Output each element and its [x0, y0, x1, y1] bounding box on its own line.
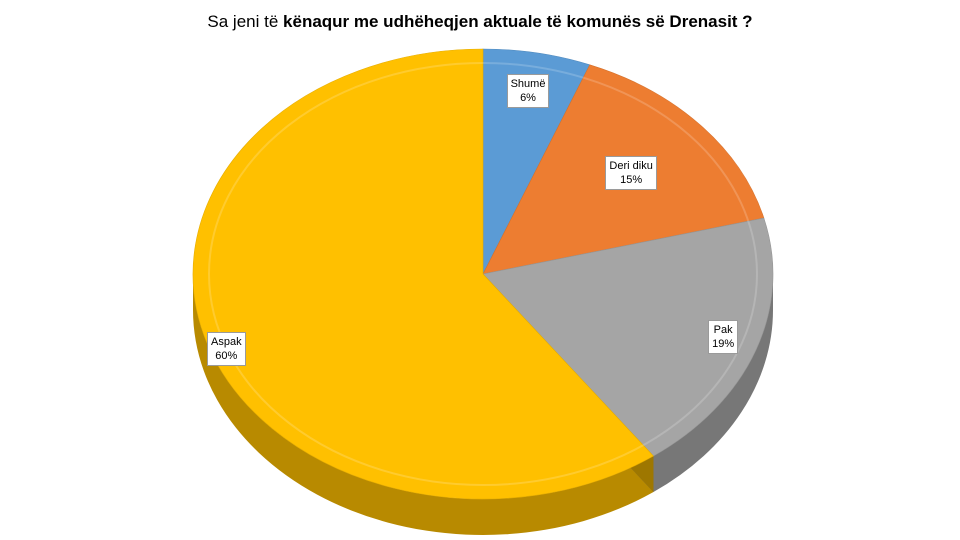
- data-label-category: Aspak: [211, 335, 242, 348]
- pie-side-aspak: [193, 274, 654, 535]
- chart-title: Sa jeni të kënaqur me udhëheqjen aktuale…: [0, 12, 960, 32]
- data-label-category: Pak: [713, 324, 733, 337]
- data-label-value: 60%: [215, 349, 238, 362]
- data-label-value: 15%: [620, 173, 643, 186]
- pie-rim-highlight: [208, 62, 758, 486]
- data-label-category: Shumë: [510, 77, 546, 90]
- data-label-aspak: Aspak 60%: [207, 331, 246, 366]
- data-label-value: 19%: [712, 338, 735, 351]
- data-label-value: 6%: [520, 91, 536, 104]
- pie-slice-pak: [482, 217, 774, 457]
- pie-depth-group: [193, 274, 773, 535]
- chart-title-bold: kënaqur me udhëheqjen aktuale të komunës…: [283, 12, 753, 31]
- pie-side-pak: [653, 274, 773, 493]
- data-label-pak: Pak 19%: [708, 320, 739, 355]
- data-label-shumë: Shumë 6%: [506, 73, 550, 108]
- data-label-category: Deri diku: [609, 159, 653, 172]
- chart-title-plain: Sa jeni të: [207, 12, 279, 31]
- data-label-deri-diku: Deri diku 15%: [605, 155, 657, 190]
- pie-top-group: [192, 48, 774, 500]
